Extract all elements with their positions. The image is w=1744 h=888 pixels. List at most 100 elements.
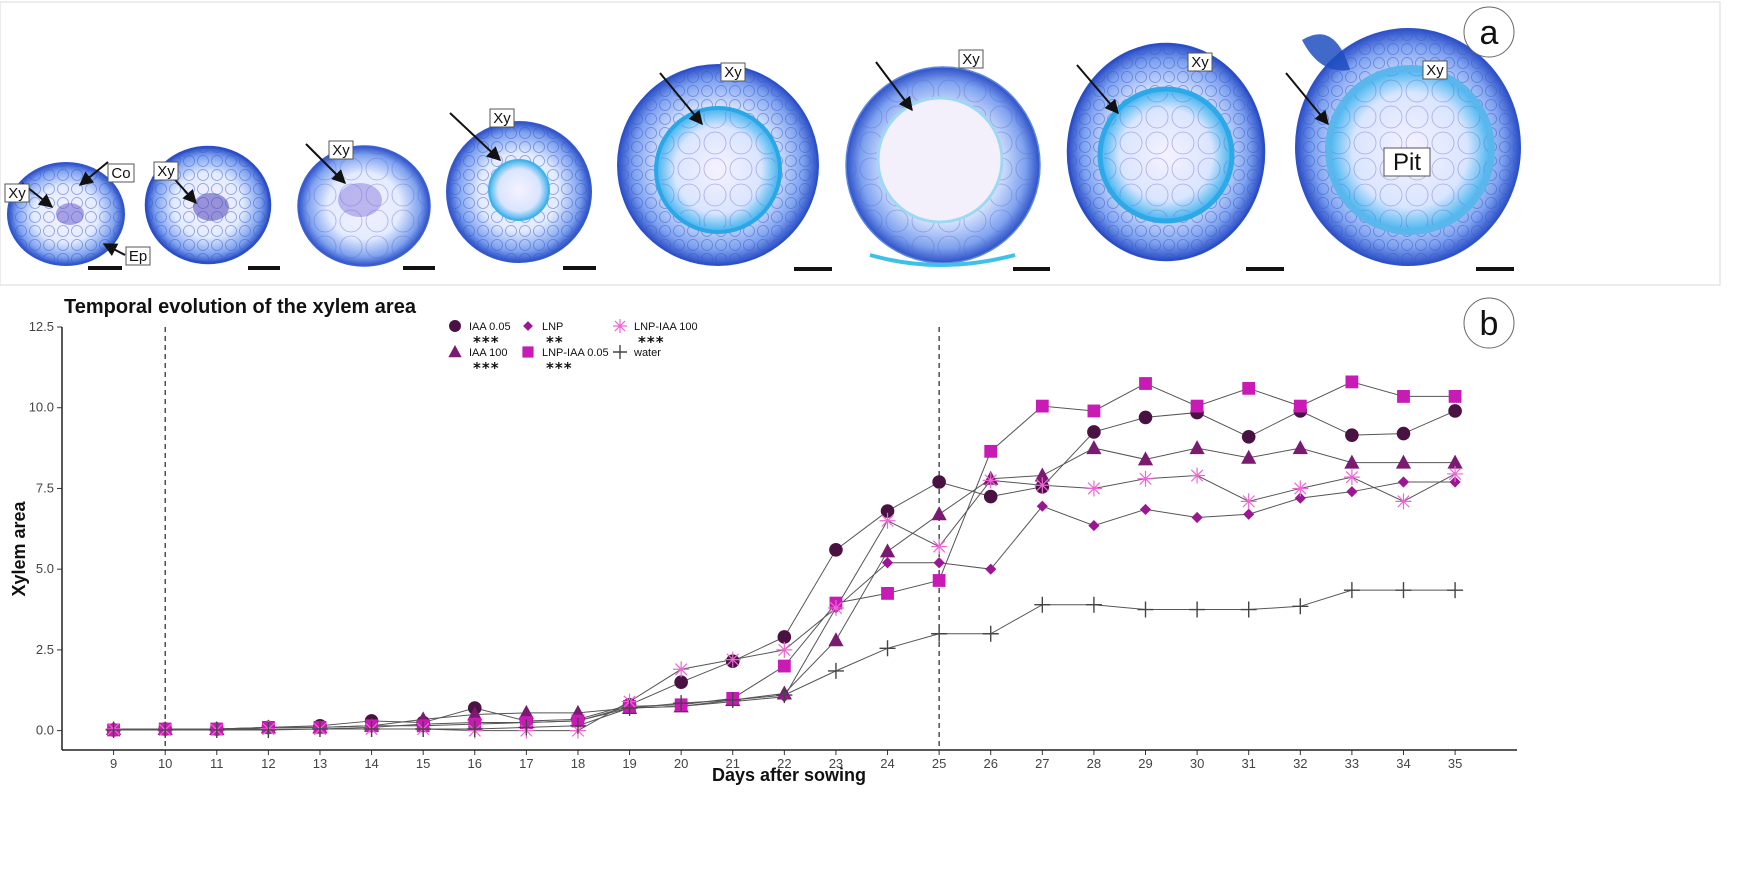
x-tick-label: 13 [313, 756, 327, 771]
point-water-day-12 [260, 721, 277, 738]
point-iaa-100-day-35 [1447, 454, 1463, 469]
point-water-day-26 [982, 625, 999, 642]
x-axis-title: Days after sowing [712, 765, 866, 785]
point-iaa-100-day-29 [1137, 451, 1154, 466]
panel-b-chart: Temporal evolution of the xylem area b 0… [9, 296, 1517, 785]
section-labels: Xy Co Ep Xy Xy Xy Xy Xy Xy Xy Pit [4, 49, 1448, 266]
point-lnp-iaa-100-day-25 [931, 538, 948, 555]
point-water-day-13 [311, 721, 328, 738]
x-tick-label: 19 [622, 756, 636, 771]
legend-key-iaa-100 [448, 345, 462, 358]
label-xy-2: Xy [157, 163, 175, 180]
x-tick-label: 17 [519, 756, 533, 771]
legend-key-lnp-iaa-100 [613, 319, 627, 333]
point-lnp-iaa-0-05-day-25 [932, 574, 946, 587]
point-lnp-iaa-100-day-32 [1292, 480, 1309, 497]
y-tick-label: 10.0 [29, 400, 54, 415]
point-iaa-100-day-31 [1241, 449, 1257, 464]
legend-label-iaa-0-05: IAA 0.05 [469, 321, 511, 333]
x-tick-label: 10 [158, 756, 172, 771]
legend-key-water [613, 345, 627, 359]
root-section-3 [297, 145, 435, 270]
x-tick-label: 9 [110, 756, 117, 771]
panel-b-badge [1463, 297, 1515, 349]
point-water-day-11 [208, 721, 225, 738]
y-tick-label: 7.5 [36, 480, 54, 495]
point-water-day-25 [931, 625, 948, 642]
point-lnp-iaa-0-05-day-27 [1035, 399, 1049, 413]
reference-lines [164, 327, 940, 750]
point-water-day-17 [518, 719, 535, 736]
panel-a-letter: a [1480, 14, 1499, 52]
point-water-day-22 [776, 687, 793, 704]
x-tick-label: 29 [1138, 756, 1152, 771]
point-water-day-19 [621, 700, 638, 717]
legend-stars-iaa-100: *** [473, 359, 500, 377]
x-tick-label: 16 [468, 756, 482, 771]
x-tick-label: 15 [416, 756, 430, 771]
point-iaa-0-05-day-20 [674, 675, 688, 689]
point-lnp-iaa-100-day-35 [1447, 465, 1464, 482]
x-tick-label: 24 [880, 756, 894, 771]
legend-stars-iaa-0-05: *** [473, 333, 500, 351]
x-tick-label: 27 [1035, 756, 1049, 771]
point-iaa-100-day-23 [828, 632, 844, 647]
point-iaa-100-day-17 [518, 704, 534, 719]
legend-stars-lnp-iaa-0-05: *** [546, 359, 573, 377]
legend-label-lnp-iaa-100: LNP-IAA 100 [634, 321, 698, 333]
panel-a-root-sections: Xy Co Ep Xy Xy Xy Xy Xy Xy Xy Pit a [0, 1, 1721, 286]
point-water-day-28 [1085, 596, 1102, 613]
point-lnp-day-34 [1397, 476, 1410, 488]
x-tick-label: 33 [1345, 756, 1359, 771]
x-tick-label: 12 [261, 756, 275, 771]
point-iaa-100-day-33 [1344, 454, 1360, 469]
root-section-5 [617, 64, 832, 271]
point-lnp-iaa-100-day-29 [1137, 470, 1154, 487]
point-water-day-33 [1343, 582, 1360, 599]
root-section-7 [1066, 42, 1284, 271]
x-tick-label: 26 [983, 756, 997, 771]
point-water-day-27 [1034, 596, 1051, 613]
point-water-day-15 [415, 721, 432, 738]
x-tick-label: 23 [829, 756, 843, 771]
point-lnp-iaa-100-day-24 [879, 512, 896, 529]
root-section-1 [7, 162, 125, 270]
point-iaa-0-05-day-26 [983, 489, 998, 504]
point-lnp-day-25 [933, 557, 945, 569]
point-iaa-0-05-day-23 [829, 543, 843, 557]
point-lnp-day-32 [1294, 492, 1306, 504]
chart-title: Temporal evolution of the xylem area [64, 296, 417, 318]
legend-key-lnp [523, 321, 533, 331]
label-co: Co [111, 165, 130, 182]
label-xy-6: Xy [962, 51, 980, 68]
legend-stars-lnp-iaa-100: *** [638, 333, 665, 351]
point-iaa-100-day-24 [879, 543, 896, 558]
y-axis-ticks: 0.0 2.5 5.0 7.5 10.0 12.5 [29, 319, 62, 738]
label-pit: Pit [1393, 149, 1421, 176]
panel-a-badge [1463, 6, 1515, 58]
label-xy-4: Xy [493, 110, 511, 127]
point-lnp-day-27 [1036, 500, 1048, 512]
x-tick-label: 14 [364, 756, 378, 771]
point-lnp-iaa-0-05-day-35 [1448, 390, 1462, 403]
point-iaa-0-05-day-34 [1396, 426, 1411, 441]
y-tick-label: 5.0 [36, 561, 54, 576]
point-lnp-day-30 [1191, 511, 1203, 524]
point-lnp-iaa-100-day-30 [1189, 467, 1206, 484]
point-lnp-iaa-0-05-day-33 [1345, 375, 1359, 389]
point-iaa-100-day-32 [1292, 440, 1308, 455]
point-iaa-100-day-25 [931, 506, 947, 521]
point-iaa-0-05-day-25 [932, 475, 946, 489]
point-iaa-100-day-27 [1034, 467, 1050, 482]
point-water-day-31 [1240, 601, 1257, 618]
x-tick-label: 25 [932, 756, 946, 771]
point-iaa-100-day-30 [1189, 440, 1205, 455]
point-water-day-21 [724, 691, 741, 708]
point-lnp-iaa-0-05-day-24 [881, 586, 894, 600]
x-tick-label: 18 [571, 756, 585, 771]
point-lnp-iaa-100-day-21 [724, 651, 741, 668]
point-iaa-0-05-day-31 [1241, 429, 1256, 444]
x-tick-label: 32 [1293, 756, 1307, 771]
x-tick-label: 11 [210, 756, 224, 771]
